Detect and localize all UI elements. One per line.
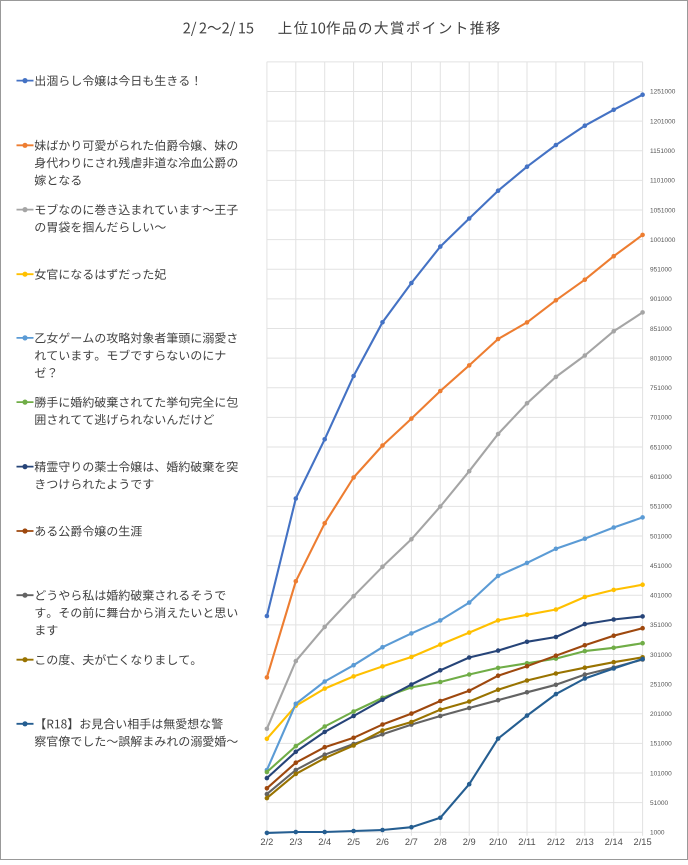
svg-text:1151000: 1151000 — [650, 148, 675, 155]
svg-text:151000: 151000 — [650, 741, 672, 748]
svg-text:2/3: 2/3 — [289, 837, 302, 847]
svg-text:351000: 351000 — [650, 622, 672, 629]
svg-text:1051000: 1051000 — [650, 207, 676, 214]
svg-text:651000: 651000 — [650, 444, 672, 451]
svg-text:1001000: 1001000 — [650, 237, 676, 244]
svg-text:951000: 951000 — [650, 267, 672, 274]
svg-text:2/10: 2/10 — [489, 837, 507, 847]
svg-text:1000: 1000 — [650, 830, 665, 837]
svg-text:251000: 251000 — [650, 681, 672, 688]
svg-text:2/8: 2/8 — [434, 837, 447, 847]
svg-text:2/5: 2/5 — [347, 837, 360, 847]
svg-text:2/6: 2/6 — [376, 837, 389, 847]
svg-text:101000: 101000 — [650, 770, 672, 777]
svg-text:201000: 201000 — [650, 711, 672, 718]
svg-text:751000: 751000 — [650, 385, 672, 392]
svg-text:2/13: 2/13 — [576, 837, 594, 847]
svg-text:851000: 851000 — [650, 326, 672, 333]
svg-text:701000: 701000 — [650, 415, 672, 422]
svg-text:2/9: 2/9 — [463, 837, 476, 847]
svg-text:301000: 301000 — [650, 652, 672, 659]
svg-text:501000: 501000 — [650, 533, 672, 540]
svg-text:2/2: 2/2 — [260, 837, 273, 847]
svg-text:551000: 551000 — [650, 504, 672, 511]
svg-text:2/7: 2/7 — [405, 837, 418, 847]
svg-text:2/11: 2/11 — [518, 837, 535, 847]
svg-text:801000: 801000 — [650, 356, 672, 363]
svg-text:451000: 451000 — [650, 563, 672, 570]
svg-text:2/12: 2/12 — [547, 837, 565, 847]
svg-text:901000: 901000 — [650, 296, 672, 303]
svg-text:2/14: 2/14 — [605, 837, 623, 847]
svg-text:2/15: 2/15 — [634, 837, 652, 847]
svg-text:51000: 51000 — [650, 800, 668, 807]
svg-text:2/4: 2/4 — [318, 837, 331, 847]
svg-text:401000: 401000 — [650, 593, 672, 600]
svg-text:1251000: 1251000 — [650, 89, 676, 96]
svg-text:1101000: 1101000 — [650, 178, 675, 185]
svg-text:1201000: 1201000 — [650, 118, 676, 125]
svg-text:601000: 601000 — [650, 474, 672, 481]
